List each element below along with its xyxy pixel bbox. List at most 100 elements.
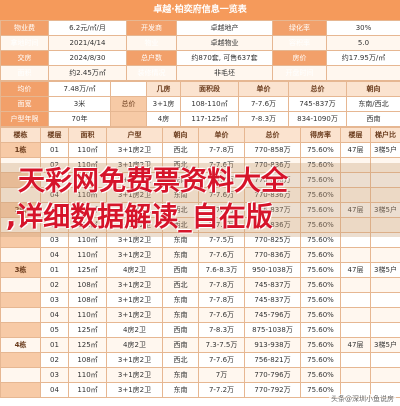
price-header-cell: 均价 xyxy=(0,81,49,97)
overlay-text-line1: 天彩网免费票资料大全 xyxy=(18,166,288,197)
unit-row: 04 110㎡ 3+1房2卫 东南 7-7.6万 770-836万 75.60% xyxy=(0,247,400,263)
unit-row: 4栋 01 125㎡ 4房2卫 西南 7.3-7.5万 913-938万 75.60% 47层 3… xyxy=(0,337,400,353)
unit-row: 2栋 01 110㎡ 3+1房2卫 西北 7-7.6万 776-837万 75.60% 47层 3… xyxy=(0,202,400,218)
building-cell: 2栋 xyxy=(0,202,41,218)
info-table: 物业费 6.2元/㎡/月 开发商 卓越地产 绿化率 30% 拿地时间 2021/4/14 物业卓… xyxy=(0,20,400,81)
unit-cell: 3+1房2卫 xyxy=(106,247,163,263)
unit-cell xyxy=(370,352,400,368)
info-value: 约2.45万㎡ xyxy=(48,65,127,81)
unit-cell: 75.60% xyxy=(300,247,341,263)
unit-cell xyxy=(340,217,371,233)
unit-cell: 3+1房2卫 xyxy=(106,367,163,383)
units-header-row: 楼栋 楼层 面积 户型 朝向 单价 总价 得房率 楼层 梯户比 xyxy=(0,127,400,143)
unit-cell: 47层 xyxy=(340,262,371,278)
unit-cell xyxy=(340,352,371,368)
price-cell: 7-8.3万 xyxy=(238,111,289,127)
price-table: 均价 7.48万/㎡ 几房 面积段 单价 总价 朝向 面宽 3米 总价 3+1房 108-110㎡ 7-… xyxy=(0,81,400,127)
unit-cell xyxy=(370,307,400,323)
unit-cell: 770-836万 xyxy=(244,247,301,263)
price-header-cell: 几房 xyxy=(146,81,181,97)
unit-cell: 110㎡ xyxy=(68,382,107,398)
unit-row: 04 110㎡ 3+1房2卫 东南 7-7.6万 745-796万 75.60% xyxy=(0,307,400,323)
price-cell: 745-837万 xyxy=(288,96,347,112)
building-cell: 4栋 xyxy=(0,337,41,353)
price-cell: 东南/西北 xyxy=(346,96,400,112)
unit-cell xyxy=(370,292,400,308)
unit-cell: 745-837万 xyxy=(244,292,301,308)
info-label: 总户数 xyxy=(126,50,177,66)
price-cell: 总价 xyxy=(110,96,147,112)
unit-cell: 108㎡ xyxy=(68,277,107,293)
price-header-cell: 面积段 xyxy=(180,81,239,97)
unit-cell: 东南 xyxy=(162,382,199,398)
unit-cell: 875-1038万 xyxy=(244,322,301,338)
info-label: 交房 xyxy=(0,50,49,66)
unit-cell: 05 xyxy=(40,322,69,338)
sheet-title: 卓越·柏奕府信息一览表 xyxy=(0,0,400,20)
building-cell: 3栋 xyxy=(0,262,41,278)
building-cell xyxy=(0,217,41,233)
unit-cell: 47层 xyxy=(340,142,371,158)
unit-row: 04 110㎡ 3+1房2卫 东南 7-7.2万 770-792万 75.60% xyxy=(0,382,400,398)
unit-cell: 西北 xyxy=(162,142,199,158)
unit-cell: 75.60% xyxy=(300,352,341,368)
unit-cell: 110㎡ xyxy=(68,142,107,158)
units-header-cell: 梯户比 xyxy=(370,127,400,143)
unit-cell: 3梯5户 xyxy=(370,337,400,353)
units-header-cell: 户型 xyxy=(106,127,163,143)
building-cell xyxy=(0,322,41,338)
info-label: 装修情况 xyxy=(126,65,177,81)
unit-cell: 47层 xyxy=(340,337,371,353)
info-value xyxy=(326,65,400,81)
unit-cell: 7万 xyxy=(198,367,245,383)
price-cell: 3+1房 xyxy=(146,96,181,112)
info-label: 物业费 xyxy=(0,20,49,36)
unit-cell: 108㎡ xyxy=(68,292,107,308)
unit-cell: 745-837万 xyxy=(244,277,301,293)
info-value: 卓越地产 xyxy=(176,20,273,36)
watermark: 头条@深圳小鱼说房 xyxy=(329,394,396,404)
info-value: 约17.95万/㎡ xyxy=(326,50,400,66)
info-label: 开盘时间 xyxy=(272,65,327,81)
unit-cell: 04 xyxy=(40,382,69,398)
unit-cell: 西北 xyxy=(162,352,199,368)
unit-cell: 3+1房2卫 xyxy=(106,292,163,308)
unit-cell: 110㎡ xyxy=(68,157,107,173)
building-cell xyxy=(0,277,41,293)
unit-cell: 3+1房2卫 xyxy=(106,307,163,323)
unit-cell: 东南 xyxy=(162,247,199,263)
unit-cell: 西南 xyxy=(162,322,199,338)
unit-cell: 756-821万 xyxy=(244,352,301,368)
unit-row: 03 110㎡ 3+1房2卫 东南 7万 770-796万 75.60% xyxy=(0,367,400,383)
unit-cell xyxy=(370,322,400,338)
unit-cell: 75.60% xyxy=(300,367,341,383)
building-cell xyxy=(0,352,41,368)
units-header-cell: 总价 xyxy=(244,127,301,143)
building-cell xyxy=(0,292,41,308)
unit-cell: 03 xyxy=(40,367,69,383)
unit-cell: 01 xyxy=(40,337,69,353)
unit-cell: 3+1房2卫 xyxy=(106,142,163,158)
unit-row: 03 110㎡ 3+1房2卫 东南 7-7.5万 770-825万 75.60% xyxy=(0,232,400,248)
unit-cell: 75.60% xyxy=(300,277,341,293)
info-value: 2021/4/14 xyxy=(48,35,127,51)
unit-cell: 7.3-7.5万 xyxy=(198,337,245,353)
unit-cell: 7-7.2万 xyxy=(198,382,245,398)
unit-cell: 125㎡ xyxy=(68,322,107,338)
price-header-cell: 朝向 xyxy=(346,81,400,97)
unit-cell: 东南 xyxy=(162,292,199,308)
unit-cell: 3+1房2卫 xyxy=(106,382,163,398)
price-cell: 7-7.6万 xyxy=(238,96,289,112)
units-header-cell: 面积 xyxy=(68,127,107,143)
unit-cell: 西北 xyxy=(162,157,199,173)
unit-row: 02 110㎡ 3+1房2卫 西北 7-7.6万 770-836万 75.60% xyxy=(0,157,400,173)
unit-cell: 7-7.8万 xyxy=(198,142,245,158)
unit-cell: 7-7.6万 xyxy=(198,352,245,368)
price-header-row: 均价 7.48万/㎡ 几房 面积段 单价 总价 朝向 xyxy=(0,81,400,97)
building-cell xyxy=(0,172,41,188)
price-header-cell: 单价 xyxy=(238,81,289,97)
info-label: 物业 xyxy=(126,35,177,51)
price-header-cell: 总价 xyxy=(288,81,347,97)
unit-cell: 110㎡ xyxy=(68,367,107,383)
